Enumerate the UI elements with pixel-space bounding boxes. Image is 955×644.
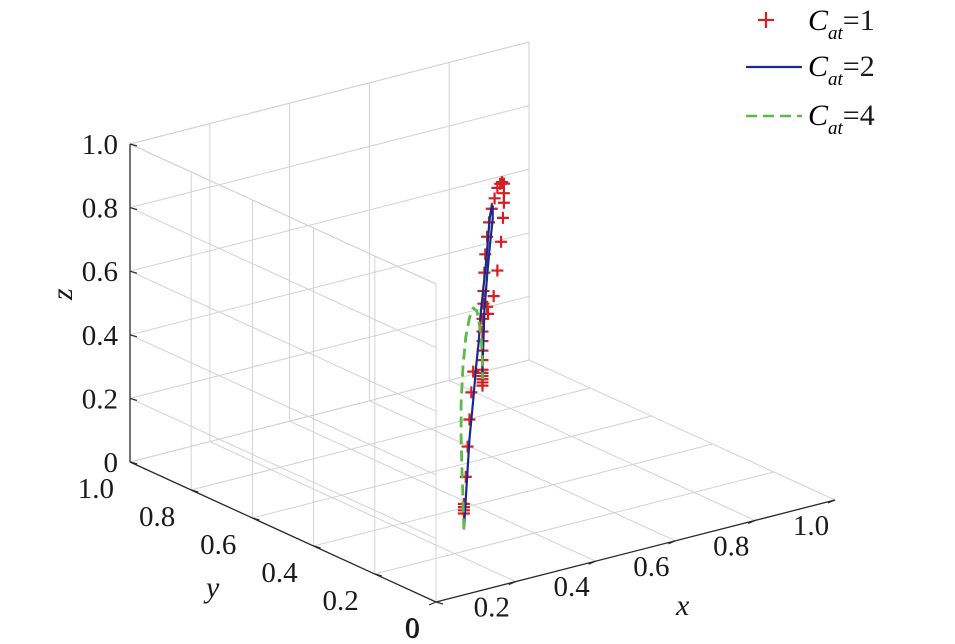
series-layer [457, 176, 510, 530]
x-tick-mark [827, 499, 836, 504]
x-tick-label: 1.0 [793, 510, 829, 542]
y-tick-label: 0.2 [323, 585, 359, 617]
grid-line [528, 359, 836, 501]
grid-line [289, 420, 596, 562]
z-tick-mark [129, 207, 138, 211]
data-point [465, 386, 478, 399]
x-tick-mark [668, 540, 676, 545]
x-tick-mark [508, 581, 517, 586]
x-tick-label: 0.2 [474, 592, 510, 624]
z-tick-mark [129, 397, 138, 401]
x-tick-mark [747, 519, 756, 524]
grid-line [252, 415, 652, 519]
z-tick-mark [129, 143, 138, 147]
y-tick-label: 1.0 [78, 473, 114, 505]
y-tick-mark [313, 545, 321, 549]
data-point [495, 235, 508, 248]
grid-line [191, 387, 591, 491]
y-tick-label: 0.8 [139, 501, 175, 533]
grid-line [129, 105, 530, 209]
y-tick-label: 0.6 [200, 529, 236, 561]
grid-line [374, 471, 774, 575]
legend-entry-3: Cat=4 [746, 99, 875, 139]
grid-line [129, 397, 437, 539]
x-tick-label: 0 [405, 612, 420, 644]
grid-line [448, 379, 756, 521]
data-point [491, 264, 504, 277]
z-tick-label: 1.0 [82, 129, 118, 161]
y-tick-label: 0 [406, 613, 421, 644]
grid-line [313, 443, 713, 547]
y-tick-mark [129, 461, 138, 465]
y-tick-mark [435, 601, 444, 605]
tick-labels: 0000.20.20.20.40.40.40.60.60.60.80.80.81… [78, 129, 829, 644]
z-tick-label: 0.2 [82, 383, 118, 415]
x-axis-label: x [675, 589, 690, 622]
x-tick-label: 0.6 [633, 551, 669, 583]
box-edge [129, 41, 530, 145]
legend-label-1: Cat=1 [808, 4, 875, 44]
data-point [467, 365, 480, 378]
x-tick-mark [428, 601, 437, 606]
x-tick-mark [588, 560, 596, 565]
y-axis-line [129, 461, 437, 603]
data-point [497, 196, 510, 209]
legend-marker-plus [758, 12, 774, 28]
grid-line [129, 359, 530, 463]
x-axis-line [435, 499, 836, 603]
box-edge [129, 143, 437, 285]
y-axis-label: y [203, 571, 220, 604]
data-point [488, 192, 501, 205]
x-tick-label: 0.4 [553, 571, 590, 603]
legend: Cat=1 Cat=2 Cat=4 [746, 4, 875, 139]
legend-label-2: Cat=2 [808, 50, 875, 90]
y-tick-label: 0.4 [261, 557, 298, 589]
grid-line [369, 400, 676, 542]
z-tick-mark [129, 334, 138, 338]
data-point [461, 440, 474, 453]
series-2 [462, 204, 494, 530]
grid-line [129, 295, 530, 399]
data-point [481, 300, 494, 313]
axis-lines [129, 143, 836, 606]
grid-line [129, 207, 437, 349]
data-point [487, 290, 500, 303]
legend-label-3: Cat=4 [808, 99, 875, 139]
y-tick-mark [252, 517, 260, 521]
legend-entry-1: Cat=1 [758, 4, 875, 44]
z-axis-label: z [46, 288, 79, 301]
grid-line [209, 441, 517, 583]
z-tick-mark [129, 270, 138, 274]
z-tick-label: 0.4 [82, 320, 119, 352]
z-tick-label: 0.8 [82, 193, 118, 225]
x-tick-label: 0.8 [713, 530, 749, 562]
data-point [496, 211, 509, 224]
z-tick-label: 0 [104, 447, 119, 479]
data-point [496, 176, 509, 189]
grid-line [129, 168, 530, 272]
y-tick-mark [191, 489, 199, 493]
grid-line [129, 334, 437, 476]
z-tick-label: 0.6 [82, 256, 118, 288]
grid-line [129, 270, 437, 412]
series-3 [459, 306, 484, 530]
y-tick-mark [374, 573, 382, 577]
series-line-dashed [459, 306, 484, 530]
grid-line [129, 232, 530, 336]
series-line-solid [462, 204, 494, 530]
data-point [463, 413, 476, 426]
legend-entry-2: Cat=2 [746, 50, 875, 90]
